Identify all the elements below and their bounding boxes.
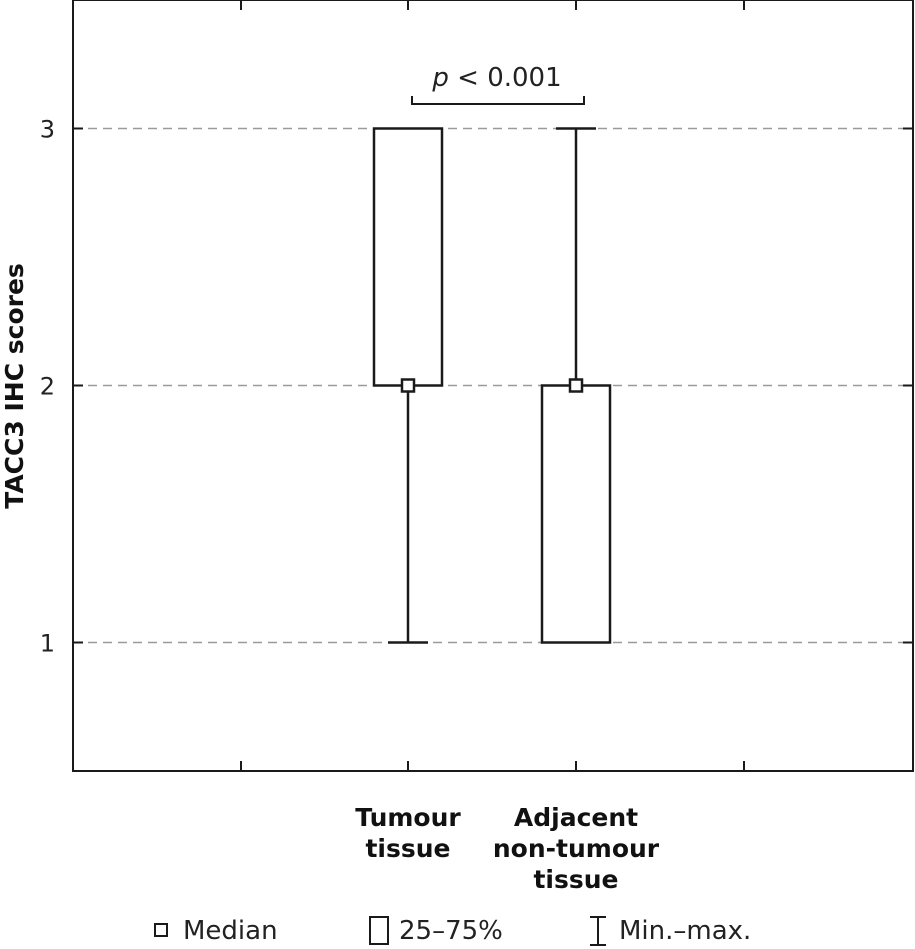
legend-label-range: Min.–max.: [619, 916, 751, 946]
legend: Median 25–75% Min.–max.: [154, 916, 751, 946]
y-tick-label-1: 1: [40, 630, 55, 658]
p-italic: p: [431, 63, 449, 93]
p-value-label: p < 0.001: [431, 63, 561, 93]
category-label-2-line-3: tissue: [533, 865, 618, 894]
box-1-iqr-rect: [372, 127, 444, 387]
p-value-text: < 0.001: [449, 63, 562, 93]
significance-bracket: [411, 96, 585, 105]
legend-item-range: Min.–max.: [590, 916, 751, 946]
legend-item-box: 25–75%: [369, 916, 503, 946]
gridlines: [73, 127, 913, 644]
category-label-2-line-2: non-tumour: [493, 834, 660, 863]
y-tick-label-3: 3: [40, 116, 55, 144]
box-1-median-marker: [400, 378, 416, 393]
category-label-1-line-1: Tumour: [355, 803, 461, 832]
category-label-2-line-1: Adjacent: [514, 803, 638, 832]
legend-item-median: Median: [154, 916, 278, 946]
box-marks: [372, 127, 612, 644]
category-label-1-line-2: tissue: [365, 834, 450, 863]
legend-label-box: 25–75%: [399, 916, 503, 946]
y-axis-title: TACC3 IHC scores: [0, 263, 29, 509]
box-2-iqr-rect: [540, 384, 612, 644]
y-tick-label-2: 2: [40, 373, 55, 401]
median-symbol-icon: [154, 923, 168, 937]
legend-label-median: Median: [183, 916, 278, 946]
category-label-2: Adjacent non-tumour tissue: [493, 803, 660, 894]
axis-ticks: 1 2 3: [40, 0, 913, 771]
box-symbol-icon: [369, 916, 389, 945]
box-2-median-marker: [568, 378, 584, 393]
whisker-symbol-icon: [590, 916, 606, 946]
significance-annotation: p < 0.001: [411, 63, 585, 105]
category-label-1: Tumour tissue: [355, 803, 461, 863]
